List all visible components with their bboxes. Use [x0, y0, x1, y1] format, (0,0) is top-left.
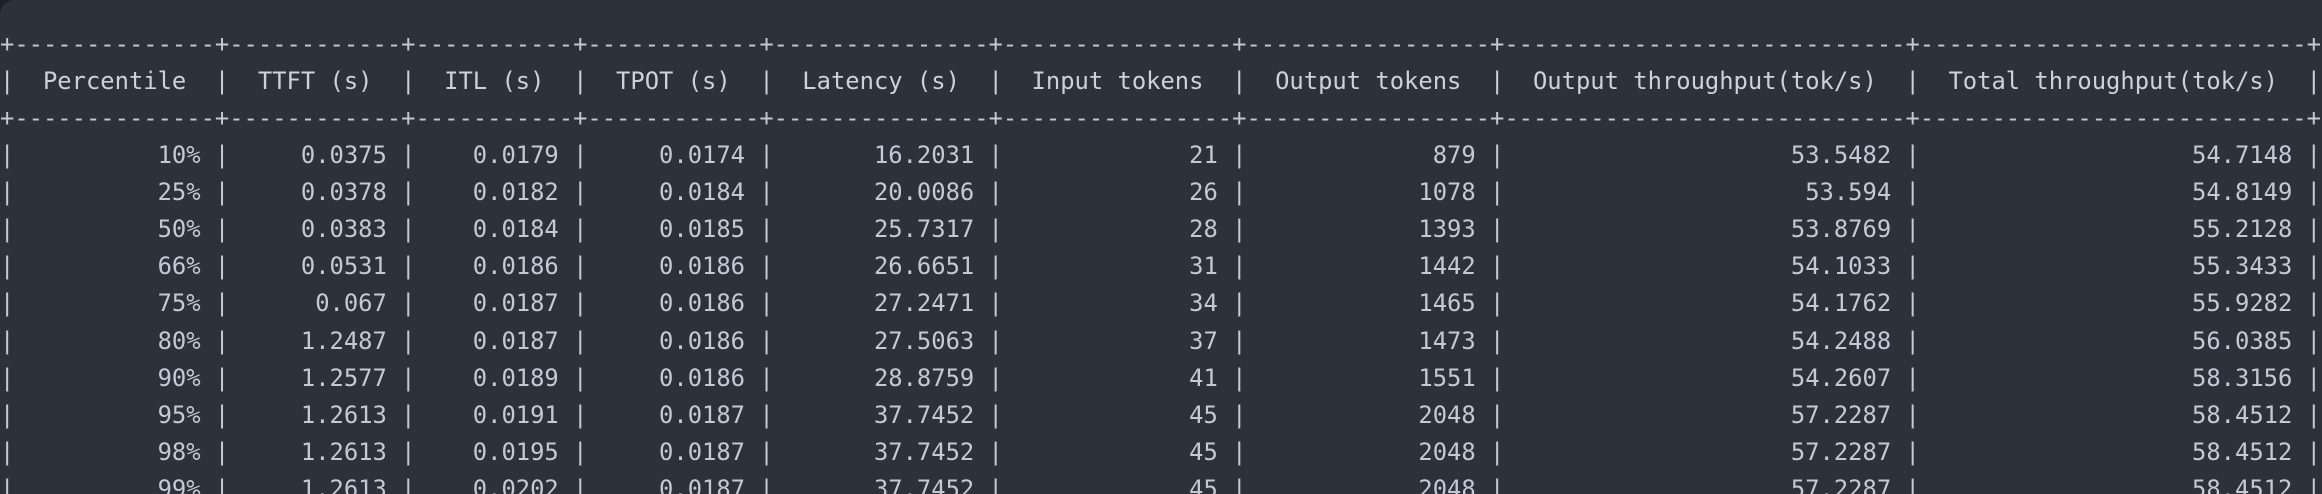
- table-row: | 25% | 0.0378 | 0.0182 | 0.0184 | 20.00…: [0, 178, 2321, 207]
- table-row: | 10% | 0.0375 | 0.0179 | 0.0174 | 16.20…: [0, 141, 2321, 170]
- table-row: | 80% | 1.2487 | 0.0187 | 0.0186 | 27.50…: [0, 326, 2321, 355]
- table-header-row: | Percentile | TTFT (s) | ITL (s) | TPOT…: [0, 66, 2321, 95]
- table-rule-top: +--------------+------------+-----------…: [0, 29, 2321, 58]
- table-row: | 66% | 0.0531 | 0.0186 | 0.0186 | 26.66…: [0, 252, 2321, 281]
- table-row: | 90% | 1.2577 | 0.0189 | 0.0186 | 28.87…: [0, 363, 2321, 392]
- table-rule-header: +--------------+------------+-----------…: [0, 104, 2321, 132]
- table-row: | 99% | 1.2613 | 0.0202 | 0.0187 | 37.74…: [0, 474, 2321, 494]
- table-row: | 98% | 1.2613 | 0.0195 | 0.0187 | 37.74…: [0, 437, 2321, 466]
- table-row: | 50% | 0.0383 | 0.0184 | 0.0185 | 25.73…: [0, 215, 2321, 244]
- table-row: | 75% | 0.067 | 0.0187 | 0.0186 | 27.247…: [0, 289, 2321, 318]
- terminal-output: +--------------+------------+-----------…: [0, 24, 2321, 494]
- table-row: | 95% | 1.2613 | 0.0191 | 0.0187 | 37.74…: [0, 400, 2321, 429]
